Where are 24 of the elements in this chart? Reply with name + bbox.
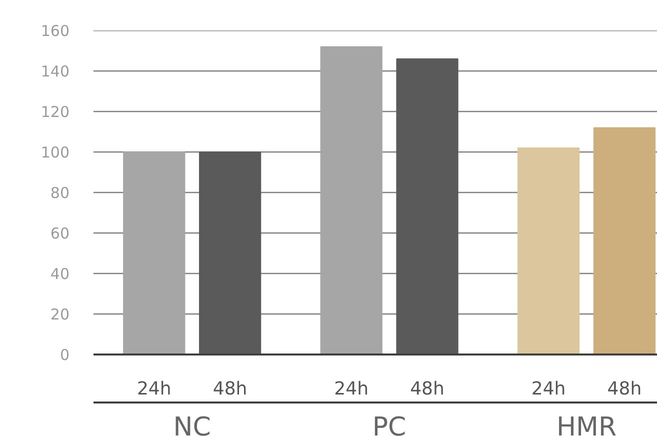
series-label: 48h: [212, 378, 248, 400]
y-tick-label: 160: [40, 22, 70, 40]
y-tick-label: 40: [50, 265, 70, 283]
y-tick-label: 100: [40, 144, 70, 162]
bar: [517, 147, 580, 354]
y-tick-label: 80: [50, 184, 70, 202]
text: 48h: [607, 378, 642, 400]
x-tick-label: PC: [372, 412, 406, 442]
y-tick-label: 20: [50, 306, 70, 324]
y-tick-label: 0: [60, 346, 70, 364]
text: 24h: [334, 378, 368, 400]
y-tick-label: 60: [50, 224, 70, 242]
text: 48h: [410, 378, 444, 400]
x-tick-label: NC: [173, 412, 211, 442]
bar: [593, 127, 656, 354]
y-tick-label: 140: [40, 62, 70, 80]
x-tick-label: HMR: [556, 412, 617, 442]
bar: [198, 152, 262, 354]
y-tick-label: 120: [40, 103, 70, 121]
text: 24h: [531, 378, 566, 400]
series-label: 24h: [136, 378, 172, 400]
bar: [396, 58, 458, 354]
bar: [320, 46, 382, 354]
bar: [123, 152, 186, 354]
